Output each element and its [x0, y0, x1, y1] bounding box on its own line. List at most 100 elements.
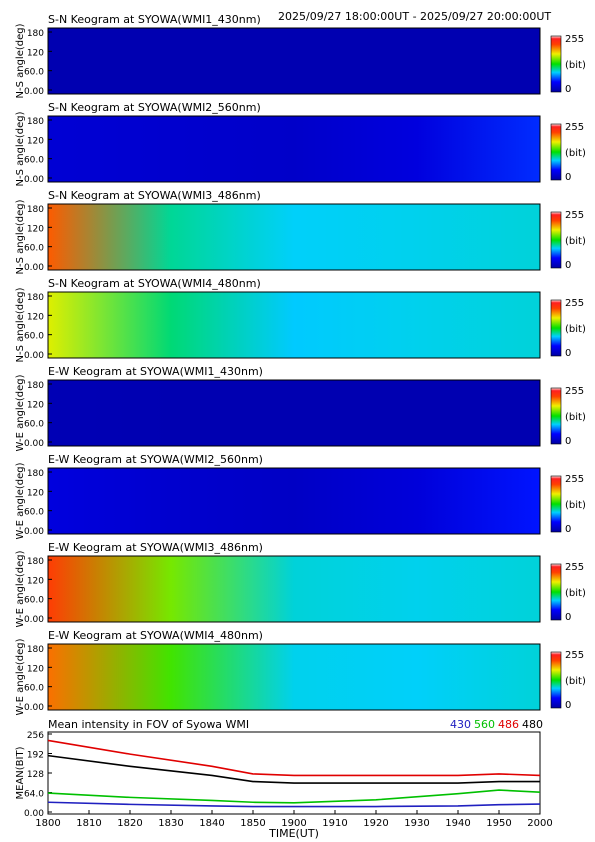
y-axis-label: W-E angle(deg) [15, 462, 26, 539]
colorbar-min-label: 0 [565, 524, 571, 535]
y-tick-label: 120 [27, 488, 44, 498]
panel-title: S-N Keogram at SYOWA(WMI2_560nm) [48, 101, 261, 114]
colorbar-max-label: 255 [565, 34, 584, 45]
colorbar-unit-label: (bit) [565, 412, 586, 423]
colorbar-unit-label: (bit) [565, 148, 586, 159]
keogram-panel: S-N Keogram at SYOWA(WMI4_480nm) 180 120 60… [15, 277, 586, 363]
y-tick-label: 0.00 [24, 703, 44, 713]
colorbar-min-label: 0 [565, 612, 571, 623]
legend-label: 480 [522, 718, 543, 731]
y-tick-label: 60.0 [24, 596, 44, 606]
colorbar-unit-label: (bit) [565, 500, 586, 511]
colorbar-min-label: 0 [565, 436, 571, 447]
colorbar-max-label: 255 [565, 298, 584, 309]
y-tick-label: 256 [27, 731, 44, 741]
y-tick-label: 180 [27, 293, 44, 303]
y-tick-label: 120 [27, 48, 44, 58]
y-tick-label: 0.00 [24, 439, 44, 449]
colorbar-unit-label: (bit) [565, 60, 586, 71]
colorbar-min-label: 0 [565, 260, 571, 271]
colorbar [550, 387, 562, 445]
keogram-heatmap [47, 291, 541, 359]
keogram-heatmap [47, 467, 541, 535]
y-tick-label: 180 [27, 29, 44, 39]
colorbar [550, 563, 562, 621]
x-tick-label: 1930 [404, 818, 429, 829]
panel-title: E-W Keogram at SYOWA(WMI2_560nm) [48, 453, 263, 466]
y-tick-label: 0.00 [24, 87, 44, 97]
keogram-panel: E-W Keogram at SYOWA(WMI1_430nm) 180 120 60… [15, 365, 586, 451]
colorbar [550, 211, 562, 269]
x-tick-label: 1920 [363, 818, 388, 829]
y-axis-label: W-E angle(deg) [15, 374, 26, 451]
panel-title: S-N Keogram at SYOWA(WMI4_480nm) [48, 277, 261, 290]
y-tick-label: 180 [27, 381, 44, 391]
keogram-heatmap [47, 203, 541, 271]
lineplot-frame [47, 731, 541, 815]
colorbar-max-label: 255 [565, 650, 584, 661]
y-tick-label: 0.00 [24, 263, 44, 273]
keogram-heatmap [47, 379, 541, 447]
y-tick-label: 0.00 [24, 527, 44, 537]
y-tick-label: 180 [27, 117, 44, 127]
keogram-panel: E-W Keogram at SYOWA(WMI4_480nm) 180 120 60… [15, 629, 586, 715]
y-tick-label: 120 [27, 136, 44, 146]
y-axis-label: MEAN(BIT) [15, 746, 26, 799]
colorbar [550, 35, 562, 93]
panel-title: S-N Keogram at SYOWA(WMI1_430nm) [48, 13, 261, 26]
series-line [47, 789, 541, 804]
x-tick-label: 1840 [199, 818, 224, 829]
colorbar-min-label: 0 [565, 700, 571, 711]
y-axis-label: N-S angle(deg) [15, 287, 26, 362]
keogram-heatmap [47, 115, 541, 183]
x-tick-label: 1940 [445, 818, 470, 829]
colorbar-max-label: 255 [565, 210, 584, 221]
panel-title: E-W Keogram at SYOWA(WMI1_430nm) [48, 365, 263, 378]
x-tick-label: 1910 [322, 818, 347, 829]
y-tick-label: 120 [27, 224, 44, 234]
colorbar [550, 123, 562, 181]
colorbar [550, 475, 562, 533]
y-tick-label: 180 [27, 469, 44, 479]
keogram-panel: S-N Keogram at SYOWA(WMI1_430nm) 180 120 60… [15, 13, 586, 99]
series-line [47, 754, 540, 784]
x-tick-label: 1950 [486, 818, 511, 829]
y-tick-label: 0.00 [24, 175, 44, 185]
x-tick-label: 1800 [35, 818, 60, 829]
y-tick-label: 180 [27, 645, 44, 655]
colorbar-unit-label: (bit) [565, 676, 586, 687]
panel-title: E-W Keogram at SYOWA(WMI4_480nm) [48, 629, 263, 642]
colorbar-unit-label: (bit) [565, 324, 586, 335]
colorbar [550, 299, 562, 357]
legend-label: 486 [498, 718, 519, 731]
x-tick-label: 1810 [76, 818, 101, 829]
y-tick-label: 0.00 [24, 809, 44, 819]
y-axis-label: N-S angle(deg) [15, 199, 26, 274]
y-axis-label: W-E angle(deg) [15, 550, 26, 627]
y-tick-label: 0.00 [24, 615, 44, 625]
y-tick-label: 60.0 [24, 508, 44, 518]
colorbar-max-label: 255 [565, 386, 584, 397]
y-tick-label: 60.0 [24, 156, 44, 166]
keogram-panel: S-N Keogram at SYOWA(WMI2_560nm) 180 120 60… [15, 101, 586, 187]
panel-title: E-W Keogram at SYOWA(WMI3_486nm) [48, 541, 263, 554]
y-tick-label: 120 [27, 576, 44, 586]
x-tick-label: 1900 [281, 818, 306, 829]
keogram-panel: S-N Keogram at SYOWA(WMI3_486nm) 180 120 60… [15, 189, 586, 275]
y-tick-label: 120 [27, 664, 44, 674]
colorbar [550, 651, 562, 709]
y-tick-label: 192 [27, 751, 44, 761]
x-axis-label: TIME(UT) [268, 827, 319, 840]
legend-label: 430 [450, 718, 471, 731]
legend-label: 560 [474, 718, 495, 731]
y-tick-label: 180 [27, 557, 44, 567]
y-tick-label: 180 [27, 205, 44, 215]
keogram-panel: E-W Keogram at SYOWA(WMI2_560nm) 180 120 60… [15, 453, 586, 539]
panel-title: S-N Keogram at SYOWA(WMI3_486nm) [48, 189, 261, 202]
y-tick-label: 120 [27, 312, 44, 322]
y-tick-label: 0.00 [24, 351, 44, 361]
y-tick-label: 64.0 [24, 790, 44, 800]
y-axis-label: N-S angle(deg) [15, 23, 26, 98]
colorbar-min-label: 0 [565, 172, 571, 183]
